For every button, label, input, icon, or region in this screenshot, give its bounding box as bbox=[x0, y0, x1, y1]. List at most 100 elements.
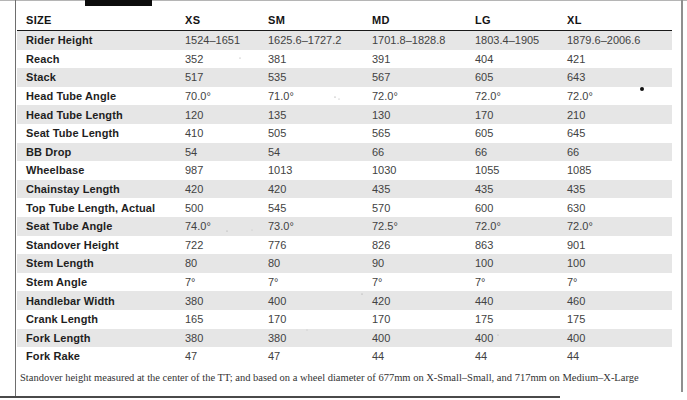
cell-value: 100 bbox=[475, 257, 493, 269]
cell-value: 80 bbox=[185, 257, 197, 269]
cell-value: 826 bbox=[372, 239, 390, 251]
column-header-sm: SM bbox=[268, 14, 285, 26]
cell-value: 1625.6–1727.2 bbox=[268, 34, 341, 46]
table-row: Handlebar Width380400420440460 bbox=[17, 291, 672, 310]
table-row: Head Tube Length120135130170210 bbox=[17, 105, 672, 124]
row-label: BB Drop bbox=[26, 146, 71, 158]
cell-value: 404 bbox=[475, 53, 493, 65]
cell-value: 1055 bbox=[475, 164, 499, 176]
row-label: Handlebar Width bbox=[26, 295, 115, 307]
column-header-xs: XS bbox=[185, 14, 200, 26]
cell-value: 7° bbox=[185, 276, 196, 288]
cell-value: 605 bbox=[475, 127, 493, 139]
cell-value: 80 bbox=[268, 257, 280, 269]
cell-value: 170 bbox=[372, 313, 390, 325]
table-row: Seat Tube Length410505565605645 bbox=[17, 124, 672, 143]
page-left-border bbox=[15, 0, 16, 398]
cell-value: 776 bbox=[268, 239, 286, 251]
cell-value: 400 bbox=[268, 295, 286, 307]
cell-value: 1085 bbox=[567, 164, 591, 176]
cell-value: 66 bbox=[567, 146, 579, 158]
cell-value: 47 bbox=[185, 350, 197, 362]
row-label: Seat Tube Angle bbox=[26, 220, 112, 232]
cell-value: 47 bbox=[268, 350, 280, 362]
row-label: Stem Length bbox=[26, 257, 94, 269]
column-header-size: SIZE bbox=[26, 14, 52, 26]
cell-value: 7° bbox=[268, 276, 279, 288]
column-header-md: MD bbox=[372, 14, 390, 26]
table-row: Fork Rake4747444444 bbox=[17, 347, 672, 366]
table-row: Reach352381391404421 bbox=[17, 50, 672, 69]
cell-value: 630 bbox=[567, 202, 585, 214]
row-label: Stem Angle bbox=[26, 276, 87, 288]
row-label: Seat Tube Length bbox=[26, 127, 119, 139]
cropped-tab-fragment bbox=[85, 0, 152, 6]
cell-value: 565 bbox=[372, 127, 390, 139]
row-label: Rider Height bbox=[26, 34, 93, 46]
cell-value: 1803.4–1905 bbox=[475, 34, 539, 46]
column-header-xl: XL bbox=[567, 14, 582, 26]
cell-value: 72.0° bbox=[567, 220, 593, 232]
cell-value: 90 bbox=[372, 257, 384, 269]
cell-value: 73.0° bbox=[268, 220, 294, 232]
cell-value: 460 bbox=[567, 295, 585, 307]
geometry-table-page: SIZE XS SM MD LG XL Rider Height 1524–1651 1625… bbox=[0, 0, 687, 400]
cell-value: 170 bbox=[475, 109, 493, 121]
cell-value: 7° bbox=[475, 276, 486, 288]
table-row: Top Tube Length, Actual500545570600630 bbox=[17, 198, 672, 217]
cell-value: 54 bbox=[185, 146, 197, 158]
cell-value: 420 bbox=[372, 295, 390, 307]
row-label: Stack bbox=[26, 71, 56, 83]
cell-value: 71.0° bbox=[268, 90, 294, 102]
row-label: Head Tube Length bbox=[26, 109, 123, 121]
cell-value: 380 bbox=[268, 332, 286, 344]
cell-value: 605 bbox=[475, 71, 493, 83]
cell-value: 74.0° bbox=[185, 220, 211, 232]
cell-value: 517 bbox=[185, 71, 203, 83]
row-label: Reach bbox=[26, 53, 60, 65]
cell-value: 175 bbox=[567, 313, 585, 325]
row-label: Wheelbase bbox=[26, 164, 84, 176]
row-label: Fork Rake bbox=[26, 350, 80, 362]
cell-value: 1030 bbox=[372, 164, 396, 176]
row-label: Chainstay Length bbox=[26, 183, 120, 195]
cell-value: 72.0° bbox=[567, 90, 593, 102]
cell-value: 600 bbox=[475, 202, 493, 214]
cell-value: 987 bbox=[185, 164, 203, 176]
cell-value: 380 bbox=[185, 332, 203, 344]
cell-value: 535 bbox=[268, 71, 286, 83]
cell-value: 72.5° bbox=[372, 220, 398, 232]
cell-value: 420 bbox=[268, 183, 286, 195]
cell-value: 420 bbox=[185, 183, 203, 195]
cell-value: 391 bbox=[372, 53, 390, 65]
row-label: Fork Length bbox=[26, 332, 91, 344]
cell-value: 72.0° bbox=[372, 90, 398, 102]
table-header-row: SIZE XS SM MD LG XL bbox=[17, 10, 672, 30]
cell-value: 435 bbox=[475, 183, 493, 195]
cell-value: 863 bbox=[475, 239, 493, 251]
column-header-lg: LG bbox=[475, 14, 491, 26]
cell-value: 440 bbox=[475, 295, 493, 307]
table-row: Stem Angle7°7°7°7°7° bbox=[17, 273, 672, 292]
cell-value: 135 bbox=[268, 109, 286, 121]
cell-value: 505 bbox=[268, 127, 286, 139]
cell-value: 435 bbox=[567, 183, 585, 195]
table-row: Wheelbase9871013103010551085 bbox=[17, 161, 672, 180]
table-footnote: Standover height measured at the center … bbox=[20, 372, 660, 383]
cell-value: 66 bbox=[372, 146, 384, 158]
cell-value: 567 bbox=[372, 71, 390, 83]
table-row: Stack517535567605643 bbox=[17, 68, 672, 87]
cell-value: 210 bbox=[567, 109, 585, 121]
cell-value: 130 bbox=[372, 109, 390, 121]
cell-value: 1701.8–1828.8 bbox=[372, 34, 445, 46]
cell-value: 1524–1651 bbox=[185, 34, 240, 46]
cell-value: 545 bbox=[268, 202, 286, 214]
cell-value: 1879.6–2006.6 bbox=[567, 34, 640, 46]
cell-value: 421 bbox=[567, 53, 585, 65]
cell-value: 44 bbox=[475, 350, 487, 362]
cell-value: 70.0° bbox=[185, 90, 211, 102]
table-row: BB Drop5454666666 bbox=[17, 143, 672, 162]
cell-value: 44 bbox=[372, 350, 384, 362]
cell-value: 410 bbox=[185, 127, 203, 139]
cell-value: 175 bbox=[475, 313, 493, 325]
